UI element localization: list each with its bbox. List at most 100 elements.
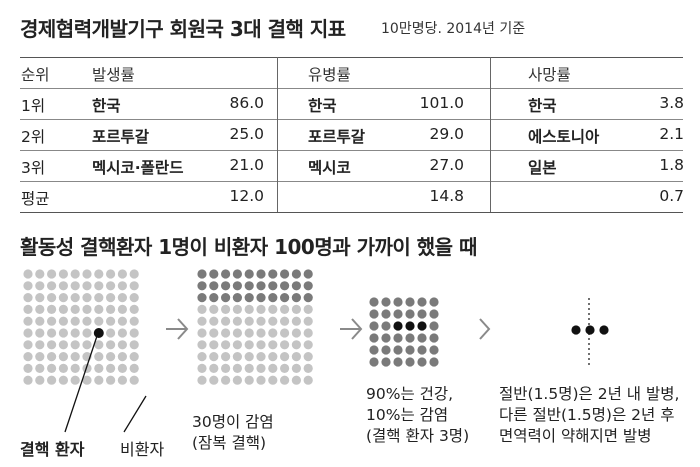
average-incidence-value: 12.0 bbox=[229, 187, 264, 205]
non-patient-dot bbox=[280, 328, 290, 338]
non-patient-dot bbox=[82, 375, 92, 385]
infected-dot bbox=[244, 269, 254, 279]
non-patient-dot bbox=[268, 316, 278, 326]
rank-cell: 1위 bbox=[21, 97, 46, 115]
non-patient-dot bbox=[23, 316, 33, 326]
step1-caption: 30명이 감염 (잠복 결핵) bbox=[192, 412, 274, 454]
infected-dot bbox=[268, 269, 278, 279]
non-patient-dot bbox=[106, 340, 116, 350]
infected-dot bbox=[197, 269, 207, 279]
non-patient-dot bbox=[280, 316, 290, 326]
non-patient-dot bbox=[291, 363, 301, 373]
infected-dot bbox=[369, 309, 379, 319]
non-patient-dot bbox=[106, 375, 116, 385]
non-patient-dot bbox=[221, 363, 231, 373]
non-patient-dot bbox=[291, 316, 301, 326]
non-patient-dot bbox=[70, 328, 80, 338]
non-patient-dot bbox=[94, 269, 104, 279]
patient-dot bbox=[585, 325, 595, 335]
column-header-mortality: 사망률 bbox=[528, 66, 571, 84]
non-patient-dot bbox=[82, 328, 92, 338]
non-patient-dot bbox=[47, 363, 57, 373]
infected-dot bbox=[197, 281, 207, 291]
infected-dot bbox=[393, 357, 403, 367]
non-patient-dot bbox=[23, 281, 33, 291]
non-patient-dot bbox=[244, 328, 254, 338]
non-patient-dot bbox=[129, 328, 139, 338]
non-patient-dot bbox=[280, 363, 290, 373]
non-patient-dot bbox=[232, 375, 242, 385]
non-patient-dot bbox=[106, 316, 116, 326]
mortality-country: 일본 bbox=[528, 159, 557, 177]
label-non-patient: 비환자 bbox=[120, 440, 165, 459]
non-patient-dot bbox=[35, 328, 45, 338]
infected-dot bbox=[268, 281, 278, 291]
non-patient-dot bbox=[58, 363, 68, 373]
non-patient-dot bbox=[197, 340, 207, 350]
non-patient-dot bbox=[197, 304, 207, 314]
non-patient-dot bbox=[70, 352, 80, 362]
non-patient-dot bbox=[82, 293, 92, 303]
non-patient-dot bbox=[35, 340, 45, 350]
non-patient-dot bbox=[221, 352, 231, 362]
non-patient-dot bbox=[303, 375, 313, 385]
caption-line: 90%는 건강, bbox=[366, 385, 454, 403]
non-patient-dot bbox=[244, 363, 254, 373]
non-patient-dot bbox=[117, 269, 127, 279]
infected-dot bbox=[280, 293, 290, 303]
non-patient-dot bbox=[82, 304, 92, 314]
infected-dot bbox=[256, 281, 266, 291]
non-patient-dot bbox=[82, 316, 92, 326]
non-patient-dot bbox=[117, 352, 127, 362]
non-patient-dot bbox=[82, 340, 92, 350]
non-patient-dot bbox=[197, 316, 207, 326]
non-patient-dot bbox=[291, 304, 301, 314]
non-patient-dot bbox=[303, 328, 313, 338]
non-patient-dot bbox=[106, 363, 116, 373]
non-patient-dot bbox=[268, 304, 278, 314]
infected-dot bbox=[280, 269, 290, 279]
non-patient-dot bbox=[35, 316, 45, 326]
page-title: 경제협력개발기구 회원국 3대 결핵 지표 bbox=[20, 17, 346, 41]
non-patient-dot bbox=[94, 375, 104, 385]
non-patient-dot bbox=[129, 375, 139, 385]
non-patient-dot bbox=[268, 363, 278, 373]
infected-dot-grid bbox=[197, 269, 313, 385]
infected-dot bbox=[405, 309, 415, 319]
non-patient-dot bbox=[209, 340, 219, 350]
non-patient-dot bbox=[256, 340, 266, 350]
non-patient-dot bbox=[303, 352, 313, 362]
caption-line: (결핵 환자 3명) bbox=[366, 427, 470, 445]
column-header-prevalence: 유병률 bbox=[308, 66, 351, 84]
non-patient-dot bbox=[23, 352, 33, 362]
non-patient-dot bbox=[35, 352, 45, 362]
non-patient-dot bbox=[303, 316, 313, 326]
table-divider-1 bbox=[277, 57, 278, 212]
infected-dot bbox=[429, 357, 439, 367]
non-patient-dot bbox=[129, 304, 139, 314]
non-patient-dot bbox=[129, 340, 139, 350]
non-patient-dot bbox=[58, 340, 68, 350]
infected-dot bbox=[256, 293, 266, 303]
non-patient-dot bbox=[35, 269, 45, 279]
non-patient-dot bbox=[221, 375, 231, 385]
non-patient-dot bbox=[58, 316, 68, 326]
infected-dot bbox=[369, 297, 379, 307]
label-patient: 결핵 환자 bbox=[20, 440, 85, 459]
non-patient-dot bbox=[117, 281, 127, 291]
average-mortality-value: 0.7 bbox=[659, 187, 684, 205]
non-patient-dot bbox=[209, 363, 219, 373]
caption-line: 다른 절반(1.5명)은 2년 후 bbox=[499, 406, 675, 424]
non-patient-dot bbox=[70, 363, 80, 373]
caption-line: 면역력이 약해지면 발병 bbox=[499, 427, 652, 445]
infected-dot bbox=[209, 293, 219, 303]
non-patient-dot bbox=[221, 304, 231, 314]
non-patient-dot bbox=[58, 375, 68, 385]
non-patient-dot bbox=[106, 281, 116, 291]
infected-dot bbox=[381, 297, 391, 307]
non-patient-dot bbox=[197, 352, 207, 362]
non-patient-dot bbox=[47, 304, 57, 314]
column-header-incidence: 발생률 bbox=[92, 66, 135, 84]
infected-dot bbox=[393, 345, 403, 355]
